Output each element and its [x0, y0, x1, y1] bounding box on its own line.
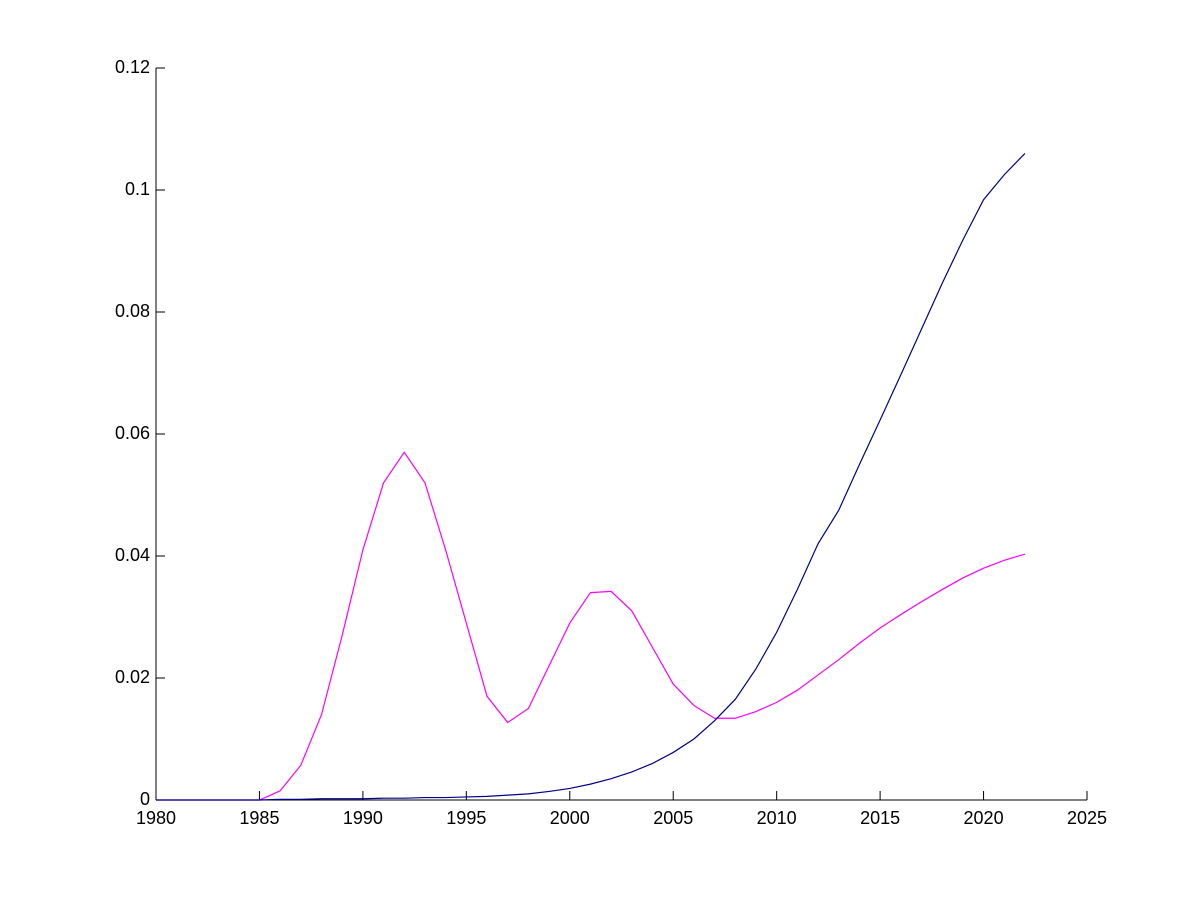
x-tick-label: 2015: [860, 808, 900, 828]
x-tick-label: 1995: [446, 808, 486, 828]
y-tick-label: 0.02: [115, 667, 150, 687]
x-tick-label: 2025: [1067, 808, 1107, 828]
x-tick-label: 1980: [136, 808, 176, 828]
series-line: [156, 451, 1026, 801]
x-tick-label: 1990: [343, 808, 383, 828]
y-tick-label: 0.04: [115, 545, 150, 565]
y-tick-label: 0.08: [115, 301, 150, 321]
y-tick-label: 0: [140, 789, 150, 809]
series-line: [156, 152, 1026, 801]
x-tick-label: 2000: [550, 808, 590, 828]
y-tick-label: 0.1: [125, 179, 150, 199]
x-tick-label: 2010: [757, 808, 797, 828]
x-tick-label: 2020: [964, 808, 1004, 828]
x-tick-label: 1985: [239, 808, 279, 828]
x-tick-label: 2005: [653, 808, 693, 828]
y-tick-label: 0.06: [115, 423, 150, 443]
y-tick-label: 0.12: [115, 57, 150, 77]
